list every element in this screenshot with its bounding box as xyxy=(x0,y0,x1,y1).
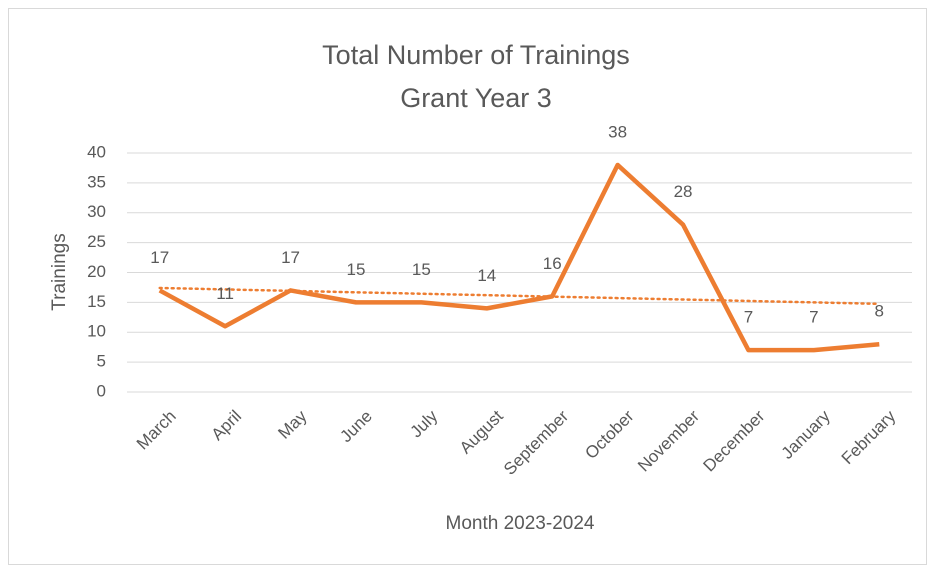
data-label: 38 xyxy=(608,122,627,141)
chart-frame xyxy=(8,8,927,565)
y-tick-label: 0 xyxy=(97,381,106,400)
data-label: 15 xyxy=(412,260,431,279)
data-label: 28 xyxy=(674,182,693,201)
trendline xyxy=(158,286,881,306)
y-tick-label: 10 xyxy=(87,322,106,341)
data-label: 11 xyxy=(216,284,234,303)
y-tick-label: 40 xyxy=(87,142,106,161)
line-series xyxy=(158,162,880,353)
y-axis-title: Trainings xyxy=(49,233,70,310)
x-axis-title: Month 2023-2024 xyxy=(446,513,595,534)
data-label: 15 xyxy=(346,260,365,279)
data-label: 7 xyxy=(809,308,818,327)
data-label: 7 xyxy=(744,308,753,327)
data-label: 8 xyxy=(875,302,884,321)
chart-subtitle: Grant Year 3 xyxy=(400,83,552,113)
y-tick-label: 20 xyxy=(87,262,106,281)
y-tick-label: 30 xyxy=(87,202,106,221)
data-label: 16 xyxy=(543,254,562,273)
chart-title: Total Number of Trainings xyxy=(322,40,630,70)
y-tick-label: 25 xyxy=(87,232,106,251)
y-tick-label: 15 xyxy=(87,292,106,311)
y-tick-label: 35 xyxy=(87,172,106,191)
data-label: 17 xyxy=(150,248,169,267)
data-label: 17 xyxy=(281,248,300,267)
y-tick-label: 5 xyxy=(97,352,106,371)
data-label: 14 xyxy=(477,266,496,285)
